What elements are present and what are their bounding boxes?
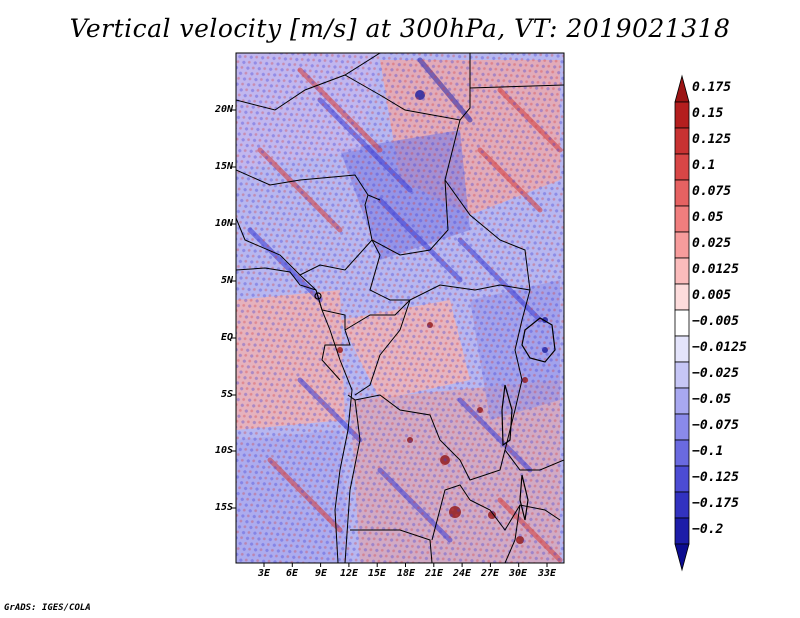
lon-label-33e: 33E (537, 568, 557, 579)
colorbar-segment (674, 205, 690, 233)
colorbar-label-neg0.005: −0.005 (692, 314, 739, 329)
lat-label-15n: 15N (214, 161, 233, 172)
colorbar-segment (674, 283, 690, 311)
lat-label-5s: 5S (220, 389, 233, 400)
colorbar-segment (674, 517, 690, 545)
colorbar-label-0.1: 0.1 (692, 158, 716, 173)
axis-ticks (232, 109, 548, 567)
country-borders (236, 53, 564, 563)
lon-label-30e: 30E (508, 568, 528, 579)
colorbar-label-neg0.05: −0.05 (692, 392, 732, 407)
colorbar-label-0.125: 0.125 (692, 132, 732, 147)
colorbar-segment (674, 491, 690, 519)
colorbar-label-neg0.125: −0.125 (692, 470, 739, 485)
lakes (314, 292, 556, 521)
lat-label-10n: 10N (214, 218, 233, 229)
colorbar-label-0.005: 0.005 (692, 288, 732, 303)
colorbar (674, 74, 690, 572)
colorbar-segment (674, 179, 690, 207)
lat-label-10s: 10S (214, 445, 233, 456)
lon-label-27e: 27E (480, 568, 500, 579)
colorbar-label-neg0.2: −0.2 (692, 522, 724, 537)
lon-label-12e: 12E (339, 568, 359, 579)
colorbar-label-0.05: 0.05 (692, 210, 724, 225)
lon-label-6e: 6E (285, 568, 299, 579)
colorbar-label-0.175: 0.175 (692, 80, 732, 95)
colorbar-label-0.0125: 0.0125 (692, 262, 739, 277)
colorbar-label-0.025: 0.025 (692, 236, 732, 251)
colorbar-label-neg0.1: −0.1 (692, 444, 724, 459)
lon-label-21e: 21E (424, 568, 444, 579)
lon-label-3e: 3E (257, 568, 271, 579)
vertical-velocity-field (236, 53, 564, 563)
colorbar-segment (674, 335, 690, 363)
lat-label-15s: 15S (214, 502, 233, 513)
colorbar-label-0.075: 0.075 (692, 184, 732, 199)
colorbar-segment (674, 465, 690, 493)
colorbar-segment (674, 439, 690, 467)
lat-label-eq: EQ (220, 332, 233, 343)
colorbar-segment (674, 74, 690, 103)
lon-label-24e: 24E (452, 568, 472, 579)
chart-title: Vertical velocity [m/s] at 300hPa, VT: 2… (69, 14, 731, 43)
coastline (236, 267, 353, 563)
colorbar-segment (674, 387, 690, 415)
colorbar-label-neg0.0125: −0.0125 (692, 340, 747, 355)
software-credit: GrADS: IGES/COLA (4, 603, 91, 613)
colorbar-segment (674, 231, 690, 259)
colorbar-segment (674, 257, 690, 285)
colorbar-segment (674, 101, 690, 129)
colorbar-label-neg0.075: −0.075 (692, 418, 739, 433)
colorbar-segment (674, 153, 690, 181)
colorbar-segment (674, 309, 690, 337)
colorbar-segment (674, 127, 690, 155)
colorbar-label-neg0.175: −0.175 (692, 496, 739, 511)
lon-label-9e: 9E (314, 568, 328, 579)
lat-label-20n: 20N (214, 104, 233, 115)
colorbar-label-neg0.025: −0.025 (692, 366, 739, 381)
colorbar-label-0.15: 0.15 (692, 106, 724, 121)
colorbar-segment (674, 361, 690, 389)
lon-label-15e: 15E (367, 568, 387, 579)
colorbar-segment (674, 543, 690, 572)
map-frame (235, 52, 565, 564)
lon-label-18e: 18E (396, 568, 416, 579)
colorbar-segment (674, 413, 690, 441)
lat-label-5n: 5N (220, 275, 233, 286)
